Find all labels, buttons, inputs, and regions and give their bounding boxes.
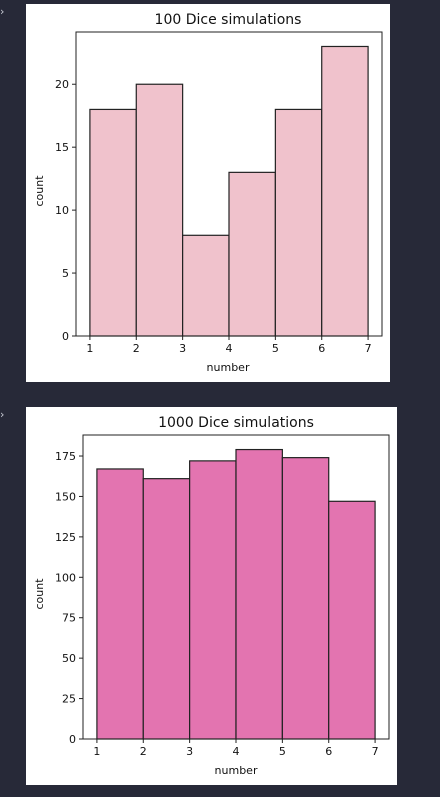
y-tick-label: 175: [55, 450, 76, 463]
histogram-bar: [189, 460, 237, 740]
x-tick-label: 1: [93, 745, 100, 758]
x-tick-label: 7: [372, 745, 379, 758]
y-tick-label: 0: [69, 733, 76, 746]
histogram-panel-100: 100 Dice simulations 1 2 3 4 5 6 7 0 5 10 15 20 num…: [26, 4, 390, 382]
histogram-bar: [89, 108, 137, 337]
y-tick-label: 15: [55, 141, 69, 154]
y-axis-label: count: [33, 578, 46, 610]
chart-title: 1000 Dice simulations: [158, 415, 314, 431]
y-tick-label: 25: [62, 693, 76, 706]
x-tick-label: 2: [140, 745, 147, 758]
y-tick-label: 100: [55, 571, 76, 584]
prompt-chevron-icon: ›: [0, 408, 5, 421]
y-tick-label: 5: [62, 267, 69, 280]
x-tick-label: 6: [318, 342, 325, 355]
y-tick-label: 0: [62, 330, 69, 343]
plot-area: 1 2 3 4 5 6 7 0 5 10 15 20: [55, 31, 383, 355]
histogram-bar: [142, 478, 191, 740]
histogram-bar: [135, 83, 184, 337]
histogram-bar: [328, 500, 376, 740]
y-tick-label: 125: [55, 531, 76, 544]
histogram-100-svg: 100 Dice simulations 1 2 3 4 5 6 7 0 5 10 15 20 num…: [33, 12, 383, 374]
x-tick-label: 2: [133, 342, 140, 355]
y-axis-label: count: [33, 175, 46, 207]
histogram-panel-1000: 1000 Dice simulations 1 2 3 4 5 6 7 0 25 50 75 100 1…: [26, 407, 397, 785]
chart-title: 100 Dice simulations: [155, 12, 302, 28]
x-tick-label: 5: [279, 745, 286, 758]
histogram-bar: [182, 234, 230, 337]
x-tick-label: 5: [272, 342, 279, 355]
y-tick-label: 50: [62, 652, 76, 665]
histogram-bar: [228, 171, 276, 337]
histogram-bar: [235, 448, 283, 740]
y-tick-label: 150: [55, 490, 76, 503]
histogram-bar: [96, 468, 144, 740]
y-tick-label: 75: [62, 612, 76, 625]
x-tick-label: 4: [233, 745, 240, 758]
x-tick-label: 4: [226, 342, 233, 355]
histogram-bar: [321, 45, 369, 337]
y-tick-label: 20: [55, 78, 69, 91]
prompt-chevron-icon: ›: [0, 5, 5, 18]
histogram-1000-svg: 1000 Dice simulations 1 2 3 4 5 6 702550751001…: [33, 415, 390, 777]
x-tick-label: 3: [186, 745, 193, 758]
plot-area: 1 2 3 4 5 6 7 0 25 50 75 100 125 150 175: [55, 434, 390, 758]
x-axis-label: number: [215, 764, 258, 777]
y-tick-label: 10: [55, 204, 69, 217]
histogram-bar: [281, 457, 330, 740]
x-tick-label: 3: [179, 342, 186, 355]
x-tick-label: 7: [365, 342, 372, 355]
x-tick-label: 1: [86, 342, 93, 355]
x-axis-label: number: [207, 361, 250, 374]
x-tick-label: 6: [325, 745, 332, 758]
histogram-bar: [274, 108, 323, 337]
